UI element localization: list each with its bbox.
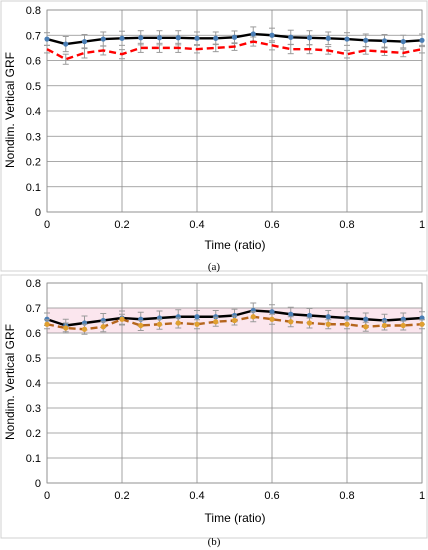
chart-a-y-tick-label: 0.7: [26, 30, 41, 42]
chart-b-y-tick-label: 0.3: [26, 403, 41, 415]
chart-b-data-point: [288, 319, 294, 325]
chart-a-y-tick-label: 0.8: [26, 5, 41, 17]
chart-a-data-point: [231, 34, 238, 40]
chart-b-data-point: [250, 314, 256, 320]
chart-b-y-tick-label: 0.8: [26, 278, 41, 290]
chart-b-y-tick-label: 0: [35, 478, 41, 490]
chart-a-x-tick-label: 0.4: [189, 219, 204, 231]
chart-a-data-point: [63, 41, 69, 47]
chart-b-data-point: [325, 321, 331, 327]
chart-b-x-tick-label: 0.4: [189, 490, 204, 502]
chart-b-data-point: [269, 309, 275, 315]
chart-a-caption: (a): [208, 261, 221, 273]
chart-a-y-tick-label: 0.1: [26, 182, 41, 194]
chart-a-y-tick-label: 0.2: [26, 157, 41, 169]
chart-b-data-point: [156, 321, 163, 327]
chart-a-data-point: [156, 35, 163, 41]
chart-a-data-point: [175, 35, 181, 41]
chart-a-data-point: [194, 35, 200, 41]
chart-b-x-tick-label: 1: [419, 490, 425, 502]
chart-b-y-tick-label: 0.6: [26, 328, 41, 340]
chart-b-y-tick-label: 0.5: [26, 353, 41, 365]
chart-a-series-line: [46, 40, 423, 61]
chart-b-data-point: [363, 316, 369, 322]
chart-a-series-1: [44, 26, 425, 53]
chart-b-data-point: [138, 322, 144, 329]
chart-a-y-tick-label: 0.4: [26, 106, 41, 118]
chart-a-y-axis-label: Nondim. Vertical GRF: [3, 52, 17, 168]
chart-a-data-point: [344, 36, 350, 42]
chart-a-x-ticks: 0 0.2 0.4 0.6 0.8 1: [44, 219, 425, 231]
chart-b-series: [44, 302, 425, 335]
chart-b-x-axis-label: Time (ratio): [205, 511, 266, 525]
chart-a-series-2: [44, 36, 425, 65]
chart-b-x-tick-label: 0.2: [114, 490, 129, 502]
chart-b-data-point: [306, 312, 313, 319]
chart-b-data-point: [400, 322, 406, 329]
chart-a-data-point: [44, 36, 50, 42]
chart-b-data-point: [231, 317, 238, 324]
chart-a-data-point: [213, 35, 219, 41]
chart-b-data-point: [194, 314, 200, 320]
chart-b-y-tick-label: 0.4: [26, 378, 41, 390]
chart-b-x-ticks: 0 0.2 0.4 0.6 0.8 1: [44, 490, 425, 502]
chart-b-y-tick-label: 0.2: [26, 428, 41, 440]
chart-a-y-tick-label: 0: [35, 207, 41, 219]
chart-b-caption: (b): [208, 536, 221, 548]
chart-a-data-point: [250, 31, 256, 37]
chart-b-data-point: [381, 322, 388, 329]
chart-b-y-ticks: 0 0.1 0.2 0.3 0.4 0.5 0.6 0.7 0.8: [26, 278, 41, 490]
chart-b-data-point: [325, 314, 331, 320]
chart-a-x-axis-label: Time (ratio): [205, 238, 266, 252]
chart-panel-b: 0 0.1 0.2 0.3 0.4 0.5 0.6 0.7 0.8 0 0.2 0.4 0.6 0.8 1…: [0, 274, 428, 539]
chart-a-data-point: [400, 38, 406, 45]
chart-a-x-tick-label: 0.6: [264, 219, 279, 231]
chart-a-y-tick-label: 0.3: [26, 131, 41, 143]
chart-a-data-point: [363, 37, 369, 43]
chart-b-y-tick-label: 0.1: [26, 453, 41, 465]
chart-a-data-point: [419, 37, 425, 43]
chart-a-y-tick-label: 0.6: [26, 56, 41, 68]
chart-a-data-point: [306, 35, 313, 41]
chart-a-data-point: [325, 35, 331, 41]
chart-b-data-point: [419, 321, 425, 327]
chart-b-data-point: [194, 321, 200, 327]
chart-b-data-point: [288, 311, 294, 317]
chart-b-data-point: [175, 320, 181, 326]
chart-b-y-axis-label: Nondim. Vertical GRF: [3, 324, 17, 440]
chart-b-y-tick-label: 0.7: [26, 303, 41, 315]
chart-a-x-tick-label: 0.8: [339, 219, 354, 231]
chart-b-data-point: [344, 321, 350, 327]
chart-b-data-point: [44, 321, 50, 327]
chart-a-data-point: [381, 38, 388, 44]
chart-b-data-point: [213, 319, 219, 325]
chart-a-data-point: [100, 36, 106, 42]
chart-b-data-point: [81, 326, 88, 332]
chart-a-data-point: [269, 32, 275, 38]
chart-a-y-ticks: 0 0.1 0.2 0.3 0.4 0.5 0.6 0.7 0.8: [26, 5, 41, 219]
chart-a-data-point: [288, 34, 294, 40]
chart-a-x-tick-label: 0: [44, 219, 50, 231]
chart-b-data-point: [306, 320, 313, 326]
chart-b-data-point: [119, 316, 125, 322]
chart-b-data-point: [100, 324, 106, 330]
chart-a-data-point: [81, 38, 88, 45]
chart-b-plot-frame: [46, 282, 423, 484]
chart-panel-a: 0 0.1 0.2 0.3 0.4 0.5 0.6 0.7 0.8 0 0.2 0.4 0.6 0.8 1…: [0, 0, 428, 272]
chart-a-x-tick-label: 1: [419, 219, 425, 231]
chart-b-data-point: [363, 324, 369, 330]
chart-b-data-point: [63, 325, 69, 331]
chart-a-series: [44, 26, 425, 65]
chart-b-x-tick-label: 0.6: [264, 490, 279, 502]
chart-a-x-tick-label: 0.2: [114, 219, 129, 231]
chart-a-data-point: [119, 35, 125, 41]
chart-b-x-tick-label: 0: [44, 490, 50, 502]
chart-b-data-point: [269, 316, 275, 322]
chart-b-x-tick-label: 0.8: [339, 490, 354, 502]
chart-a-y-tick-label: 0.5: [26, 81, 41, 93]
chart-a-plot-frame: [46, 9, 423, 213]
chart-b-series-2: [44, 311, 425, 335]
chart-a-data-point: [138, 35, 144, 41]
